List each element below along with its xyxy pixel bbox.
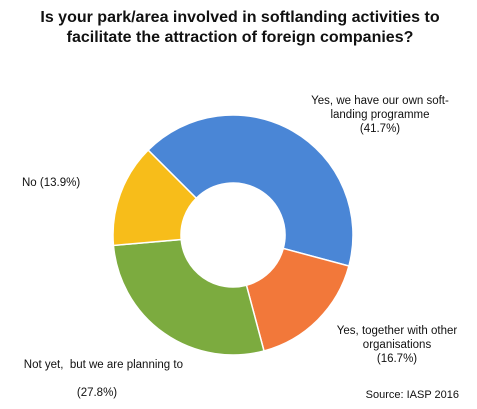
category-label: No: [22, 177, 37, 189]
slice-label: Yes, we have our own soft-landing progra…: [300, 94, 460, 136]
value-label: (41.7%): [359, 123, 401, 135]
value-label: (16.7%): [376, 353, 418, 365]
source-note: Source: IASP 2016: [365, 389, 459, 401]
slice-label: Yes, together with other organisations (…: [322, 324, 472, 366]
slice-label: No (13.9%): [22, 176, 80, 190]
category-label: Not yet, but we are planning to: [23, 359, 183, 371]
slice-label: Not yet, but we are planning to (27.8%): [2, 344, 192, 409]
donut-slice: [112, 149, 198, 247]
donut-slice: [147, 114, 354, 267]
value-label: (27.8%): [76, 387, 118, 399]
chart-title: Is your park/area involved in softlandin…: [40, 9, 440, 46]
category-label: Yes, together with other organisations: [336, 325, 458, 351]
donut-slice: [112, 238, 265, 356]
category-label: Yes, we have our own soft-landing progra…: [311, 95, 449, 121]
value-label: (13.9%): [39, 177, 81, 189]
